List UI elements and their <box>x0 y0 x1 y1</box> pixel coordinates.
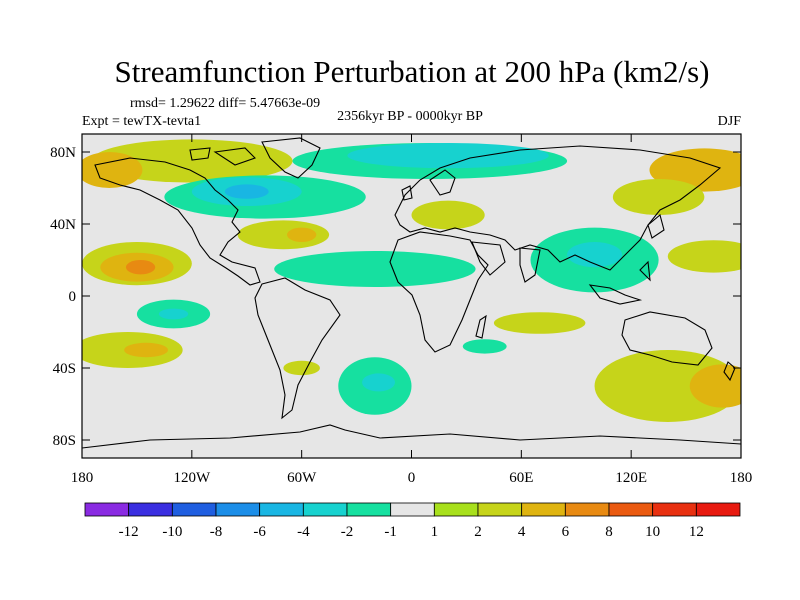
y-tick-label: 40S <box>53 361 76 377</box>
eurasia-coast <box>394 145 722 271</box>
colorbar-swatch <box>608 502 654 517</box>
arctic-islands <box>189 147 257 166</box>
colorbar-label: -2 <box>341 524 354 540</box>
greenland-coast <box>261 137 321 179</box>
colorbar: -12 -10 -8 -6 -4 -2 -1 1 2 4 6 8 10 12 <box>84 502 741 540</box>
stats-label: rmsd= 1.29622 diff= 5.47663e-09 <box>130 96 320 111</box>
y-tick-label: 80N <box>50 145 76 161</box>
x-tick-label: 60W <box>287 470 317 486</box>
x-tick-label: 120W <box>173 470 211 486</box>
colorbar-label: 8 <box>605 524 613 540</box>
x-tick-label: 180 <box>71 470 94 486</box>
chart-title: Streamfunction Perturbation at 200 hPa (… <box>115 54 710 89</box>
colorbar-label: -10 <box>162 524 182 540</box>
contour-field-1 <box>82 152 143 188</box>
colorbar-label: -6 <box>253 524 266 540</box>
north-america-coast <box>94 157 261 286</box>
colorbar-label: 6 <box>562 524 570 540</box>
colorbar-label: 10 <box>645 524 660 540</box>
colorbar-swatch <box>695 502 741 517</box>
colorbar-swatch <box>259 502 304 517</box>
japan-coast <box>647 214 665 239</box>
se-asia-islands <box>588 260 651 305</box>
madagascar-coast <box>475 314 487 339</box>
antarctica-coast <box>82 424 741 449</box>
contour-field-9 <box>612 179 705 215</box>
south-america-coast <box>254 277 341 420</box>
contour-field-7 <box>411 200 485 230</box>
contour-field-17 <box>567 242 623 268</box>
colorbar-swatch <box>477 502 523 517</box>
contour-field-10 <box>237 220 330 250</box>
colorbar-swatch <box>346 502 392 517</box>
y-axis: 80N 40N 0 40S 80S <box>50 145 741 449</box>
contour-field-6 <box>347 143 549 169</box>
coastlines <box>82 137 741 449</box>
uk-coast <box>401 185 413 201</box>
y-tick-label: 80S <box>53 433 76 449</box>
contour-field-18 <box>667 240 741 273</box>
contour-field-21 <box>493 312 586 334</box>
colorbar-swatch <box>84 502 130 517</box>
australia-coast <box>621 311 713 366</box>
colorbar-swatch <box>521 502 566 517</box>
scandinavia-coast <box>429 169 456 196</box>
contour-field-22 <box>462 339 507 354</box>
contour-field-29 <box>689 364 741 408</box>
colorbar-swatch <box>302 502 348 517</box>
period-label: 2356kyr BP - 0000kyr BP <box>337 109 483 124</box>
colorbar-swatch <box>390 502 435 517</box>
y-tick-label: 0 <box>69 289 77 305</box>
season-label: DJF <box>718 114 742 129</box>
colorbar-label: 4 <box>518 524 526 540</box>
colorbar-swatch <box>215 502 261 517</box>
y-tick-label: 40N <box>50 217 76 233</box>
contour-field-28 <box>594 350 741 422</box>
contour-field-26 <box>362 373 396 392</box>
experiment-label: Expt = tewTX-tevta1 <box>82 114 201 129</box>
colorbar-swatch <box>128 502 173 517</box>
colorbar-label: 2 <box>474 524 482 540</box>
new-zealand-coast <box>723 361 736 382</box>
contour-field-24 <box>124 342 169 358</box>
colorbar-label: 1 <box>431 524 439 540</box>
contour-field-11 <box>287 227 317 242</box>
x-tick-label: 60E <box>509 470 533 486</box>
africa-coast <box>389 231 489 353</box>
colorbar-label: -8 <box>210 524 223 540</box>
colorbar-label: -4 <box>297 524 310 540</box>
colorbar-label: -12 <box>119 524 139 540</box>
colorbar-label: 12 <box>689 524 704 540</box>
x-tick-label: 180 <box>730 470 753 486</box>
contour-field-27 <box>283 360 320 376</box>
contour-field-15 <box>274 251 476 287</box>
colorbar-swatch <box>652 502 697 517</box>
contour-field-14 <box>125 260 156 275</box>
contour-fields <box>82 139 741 422</box>
colorbar-swatch <box>564 502 610 517</box>
x-tick-label: 0 <box>408 470 416 486</box>
contour-field-4 <box>224 184 269 199</box>
india-coast <box>519 247 541 283</box>
colorbar-label: -1 <box>384 524 397 540</box>
x-axis: 180 120W 60W 0 60E 120E 180 <box>71 134 753 486</box>
x-tick-label: 120E <box>615 470 647 486</box>
colorbar-swatch <box>171 502 217 517</box>
colorbar-swatch <box>433 502 479 517</box>
contour-field-20 <box>158 308 189 320</box>
arabia-coast <box>471 241 506 276</box>
